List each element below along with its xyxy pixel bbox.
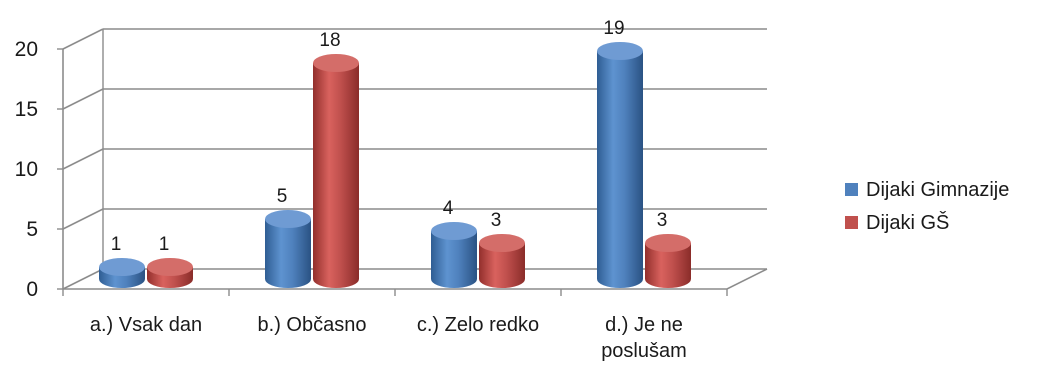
y-tick-label: 10 [15, 158, 38, 181]
bar-top [99, 258, 145, 276]
bar-top [479, 234, 525, 252]
legend-swatch [845, 183, 858, 196]
bar-top [313, 54, 359, 72]
bar-0-2 [431, 222, 477, 288]
data-label: 1 [111, 234, 122, 255]
gridline-diagonal [62, 208, 104, 230]
data-label: 18 [319, 30, 340, 51]
bar-top [645, 234, 691, 252]
gridline-diagonal [62, 148, 104, 170]
x-tick-label: b.) Občasno [258, 314, 367, 336]
bar-body [597, 51, 643, 288]
gridline-diagonal [62, 88, 104, 110]
x-tick-label: a.) Vsak dan [90, 314, 202, 336]
y-tick-label: 20 [15, 38, 38, 61]
x-tick-label: d.) Je ne [605, 314, 683, 336]
gridline-diagonal [62, 28, 104, 50]
bar-top [147, 258, 193, 276]
bar-body [313, 63, 359, 288]
bar-body [431, 231, 477, 288]
x-tick-label: c.) Zelo redko [417, 314, 539, 336]
bar-0-3 [597, 42, 643, 288]
bar-top [265, 210, 311, 228]
bar-1-3 [645, 234, 691, 288]
data-label: 5 [277, 186, 288, 207]
x-tick-label: poslušam [601, 340, 687, 362]
bar-top [431, 222, 477, 240]
data-label: 3 [657, 210, 668, 231]
labels: a.) Vsak dan b.) Občasno c.) Zelo redko d.)… [90, 18, 687, 362]
bar-1-0 [147, 258, 193, 288]
bar-0-1 [265, 210, 311, 288]
gridline-diagonal [62, 268, 104, 290]
data-label: 1 [159, 234, 170, 255]
data-label: 3 [491, 210, 502, 231]
legend: Dijaki Gimnazije Dijaki GŠ [845, 179, 1009, 234]
legend-label: Dijaki GŠ [866, 211, 949, 234]
y-tick-label: 15 [15, 98, 38, 121]
data-label: 4 [443, 198, 454, 219]
bars [99, 42, 691, 288]
data-label: 19 [603, 18, 624, 39]
bar-body [645, 243, 691, 288]
bar-body [479, 243, 525, 288]
bar-1-1 [313, 54, 359, 288]
bar-0-0 [99, 258, 145, 288]
legend-label: Dijaki Gimnazije [866, 179, 1009, 201]
legend-swatch [845, 216, 858, 229]
y-tick-label: 5 [26, 218, 38, 241]
bar-body [265, 219, 311, 288]
bar-top [597, 42, 643, 60]
bar-1-2 [479, 234, 525, 288]
y-tick-label: 0 [26, 278, 38, 301]
